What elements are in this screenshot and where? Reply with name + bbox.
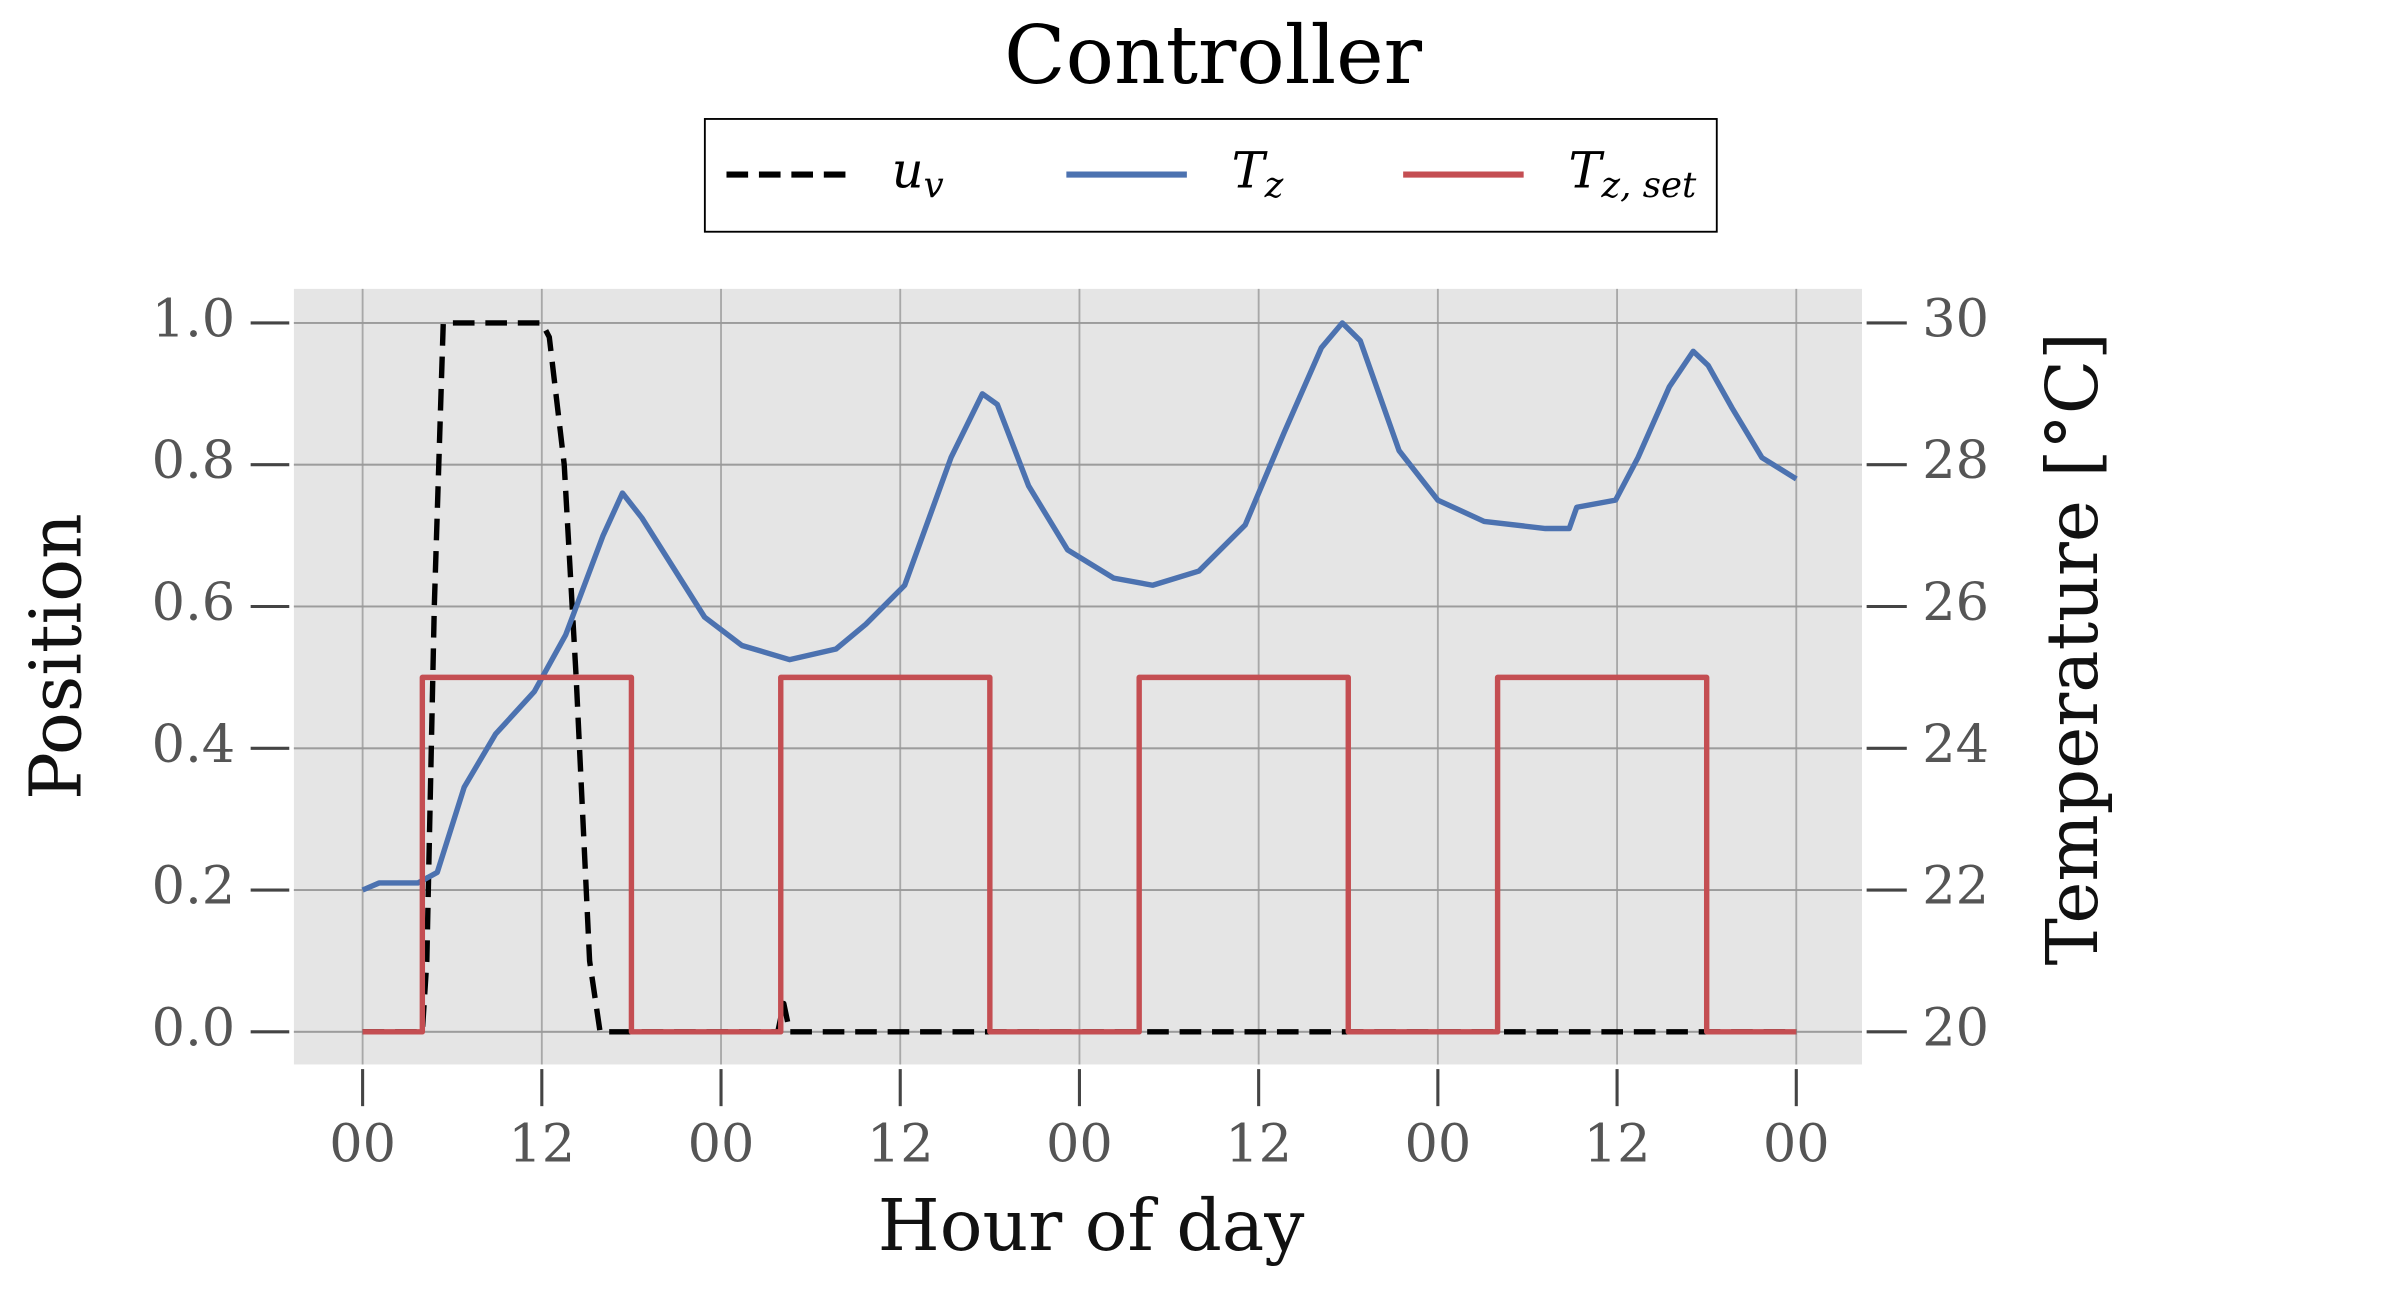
x-tick-label: 12 <box>1225 1113 1292 1174</box>
y2-tick-label: 30 <box>1922 288 1989 349</box>
series-line <box>362 674 1797 1035</box>
chart-title: Controller <box>1004 8 1423 102</box>
x-axis-label: Hour of day <box>878 1184 1305 1267</box>
series-line <box>362 320 1797 1035</box>
y2-axis-label: Temperature [°C] <box>2031 332 2114 965</box>
x-tick-label: 00 <box>1046 1113 1113 1174</box>
legend-label: Tz, set <box>1568 141 1697 205</box>
y-tick-label: 0.8 <box>152 430 236 491</box>
x-tick-label: 00 <box>688 1113 755 1174</box>
y-tick-label: 1.0 <box>152 288 236 349</box>
x-tick-label: 00 <box>1404 1113 1471 1174</box>
y2-tick-label: 26 <box>1922 572 1989 633</box>
y2-tick-label: 20 <box>1922 997 1989 1058</box>
legend-label: uv <box>892 141 944 205</box>
y-axis-label: Position <box>15 513 98 800</box>
y2-tick-label: 24 <box>1922 714 1989 775</box>
y-tick-label: 0.6 <box>152 572 236 633</box>
series-line <box>361 320 1798 893</box>
y2-tick-label: 28 <box>1922 430 1989 491</box>
y-tick-label: 0.2 <box>152 856 236 917</box>
x-tick-label: 12 <box>508 1113 575 1174</box>
x-tick-label: 00 <box>329 1113 396 1174</box>
x-tick-label: 12 <box>1584 1113 1651 1174</box>
y-tick-label: 0.0 <box>152 997 236 1058</box>
legend-box <box>703 118 1718 233</box>
y2-tick-label: 22 <box>1922 856 1989 917</box>
y-tick-label: 0.4 <box>152 714 236 775</box>
x-tick-label: 12 <box>867 1113 934 1174</box>
x-tick-label: 00 <box>1763 1113 1830 1174</box>
legend-label: Tz <box>1232 141 1284 205</box>
